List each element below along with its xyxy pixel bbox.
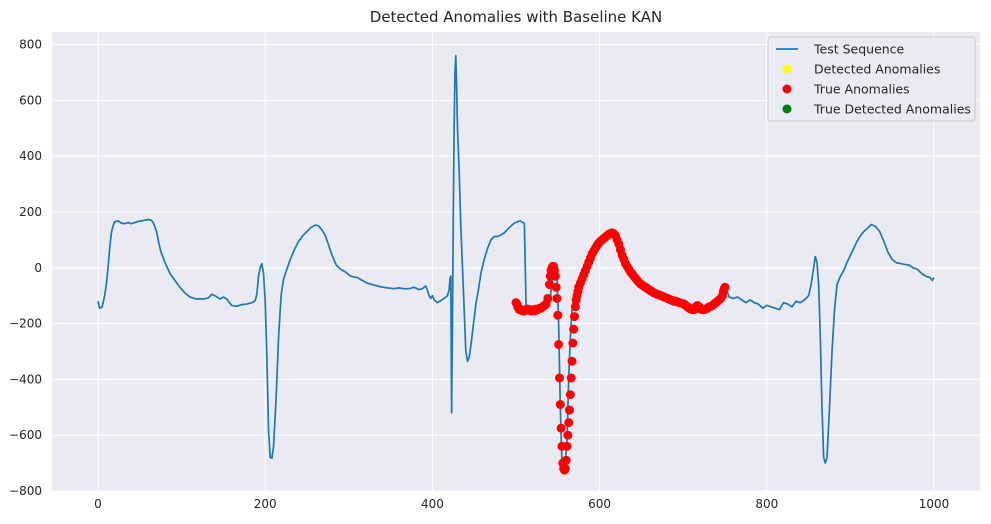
x-tick-label: 1000	[919, 497, 950, 511]
legend-marker-swatch	[782, 64, 792, 74]
test-sequence-line	[97, 54, 935, 470]
true-anomaly-point	[570, 302, 580, 312]
true-anomaly-point	[568, 338, 578, 348]
series-true-anomalies	[511, 228, 730, 475]
true-anomaly-point	[720, 282, 730, 292]
x-tick-label: 0	[94, 497, 102, 511]
true-anomaly-point	[552, 293, 562, 303]
true-anomaly-point	[570, 312, 580, 322]
true-anomaly-point	[562, 441, 572, 451]
y-tick-label: 200	[19, 205, 42, 219]
true-anomaly-point	[551, 282, 561, 292]
true-anomaly-point	[555, 400, 565, 409]
chart-title: Detected Anomalies with Baseline KAN	[370, 8, 662, 26]
y-tick-label: 800	[19, 38, 42, 52]
true-anomaly-point	[553, 310, 563, 320]
legend-label: True Detected Anomalies	[813, 102, 971, 117]
true-anomaly-point	[563, 430, 573, 440]
true-anomaly-point	[565, 405, 575, 415]
true-anomaly-point	[556, 423, 566, 433]
y-tick-label: 600	[19, 93, 42, 107]
x-tick-label: 600	[588, 497, 611, 511]
true-anomaly-point	[566, 373, 576, 383]
true-anomaly-point	[550, 271, 560, 281]
y-tick-label: 400	[19, 149, 42, 163]
x-tick-label: 400	[421, 497, 444, 511]
legend: Test Sequence Detected Anomalies True Anom…	[767, 36, 976, 122]
true-anomaly-point	[565, 390, 575, 400]
true-anomaly-point	[564, 418, 574, 428]
legend-label: Test Sequence	[813, 42, 905, 57]
true-anomaly-point	[569, 324, 579, 334]
grid	[52, 32, 980, 492]
x-tick-label: 200	[254, 497, 277, 511]
true-anomaly-point	[554, 340, 564, 350]
y-tick-label: −600	[9, 428, 42, 442]
y-tick-label: 0	[34, 261, 42, 275]
true-anomaly-point	[561, 455, 571, 465]
series-test-sequence	[97, 54, 935, 470]
true-anomaly-point	[543, 293, 553, 303]
legend-box	[767, 36, 976, 122]
y-tick-label: −400	[9, 372, 42, 386]
x-tick-label: 800	[755, 497, 778, 511]
y-tick-label: −800	[9, 484, 42, 498]
legend-label: True Anomalies	[813, 82, 910, 97]
legend-label: Detected Anomalies	[814, 62, 940, 77]
legend-marker-swatch	[782, 104, 792, 114]
tick-labels: 0 200 400 600 800 1000 −800 −600 −400 −200 0 200 400…	[9, 38, 949, 511]
true-anomaly-point	[554, 373, 564, 383]
legend-marker-swatch	[782, 84, 792, 94]
true-anomaly-point	[567, 356, 577, 366]
y-tick-label: −200	[9, 317, 42, 331]
true-anomaly-point	[560, 464, 570, 474]
